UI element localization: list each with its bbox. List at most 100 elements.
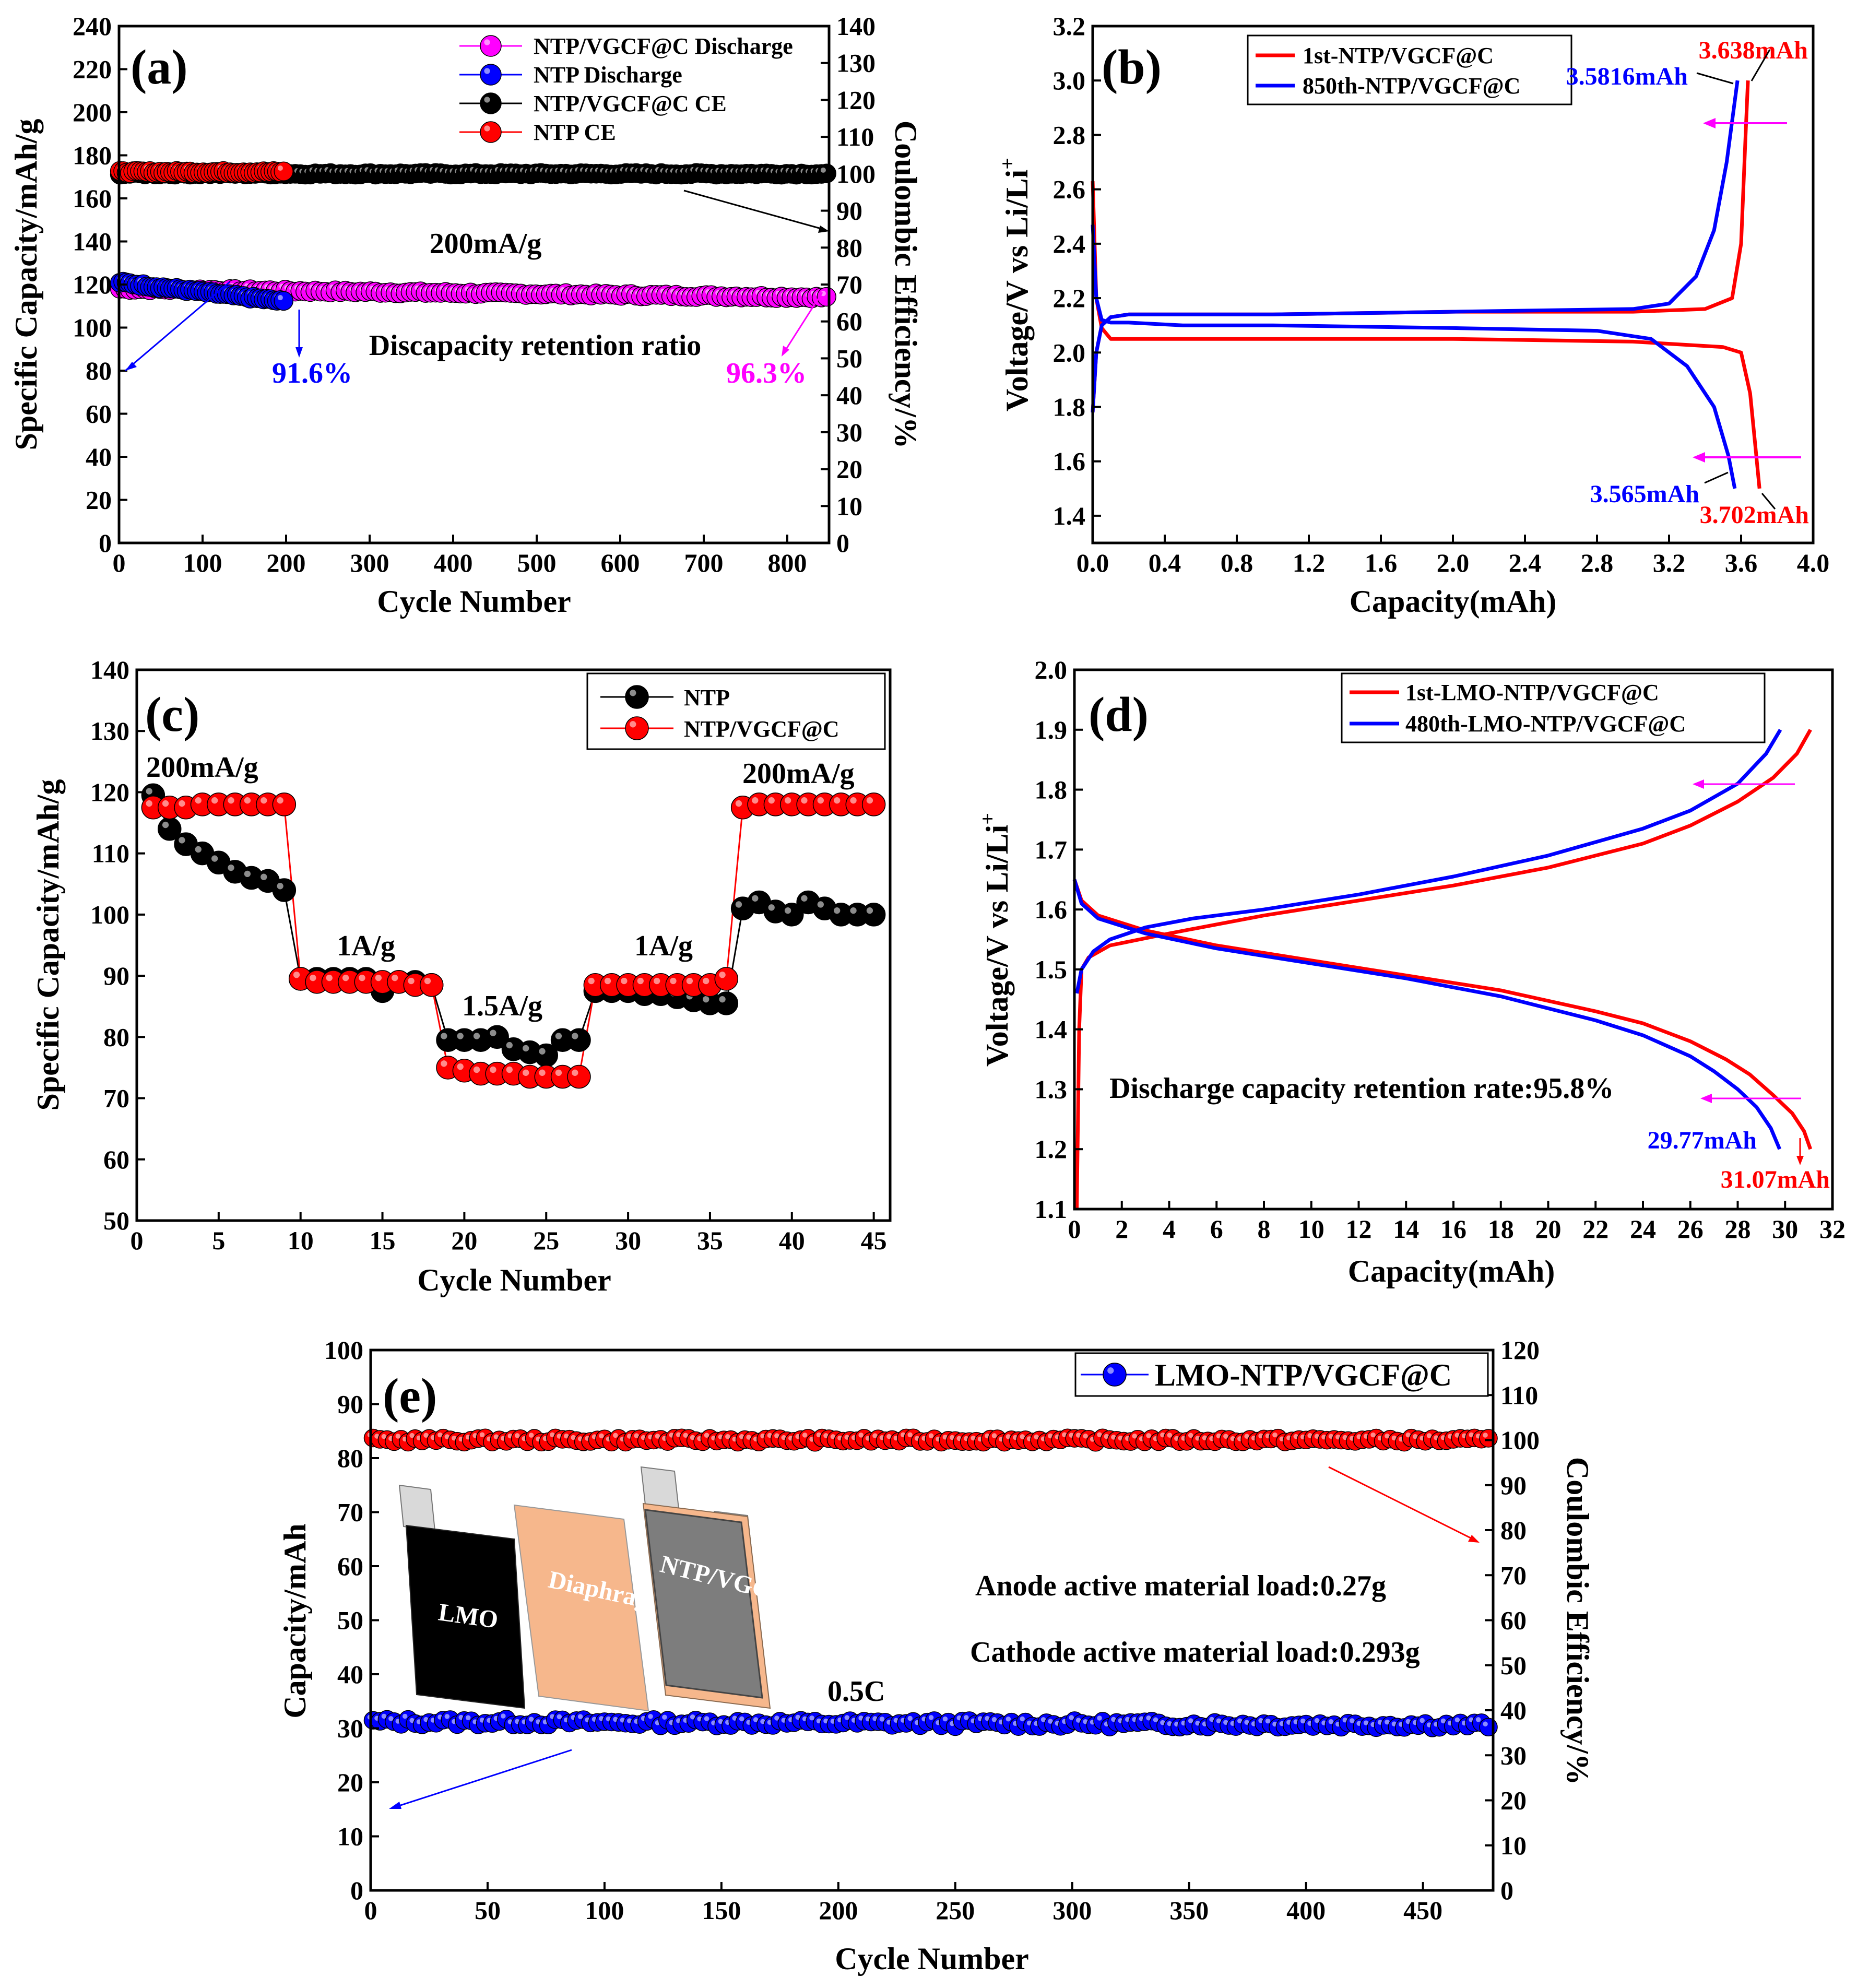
d-legend-label: 480th-LMO-NTP/VGCF@C <box>1405 711 1686 737</box>
a-arrows <box>125 190 829 372</box>
x-tick-label: 0.4 <box>1149 548 1181 577</box>
y-tick-label: 140 <box>90 655 129 684</box>
d-line-1st-discharge <box>1072 879 1813 1150</box>
e-arrows <box>389 1466 1480 1809</box>
y-tick-label: 140 <box>73 227 112 256</box>
d-panel-label: (d) <box>1089 688 1149 742</box>
y2-tick-label: 40 <box>1500 1696 1527 1725</box>
x-tick-label: 2.0 <box>1437 548 1470 577</box>
a-axes: 0 100 200 300 400 500 600 700 800020406080100120… <box>73 11 876 577</box>
a-legend: NTP/VGCF@C Discharge NTP Discharge NTP/VGC… <box>459 33 793 145</box>
y2-tick-label: 20 <box>1500 1786 1527 1815</box>
y-tick-label: 120 <box>90 777 129 807</box>
c-point-ntp-vgcf-c <box>714 967 739 991</box>
y2-tick-label: 130 <box>836 49 876 78</box>
e-y-axis-label: Capacity/mAh <box>278 1523 312 1718</box>
y2-tick-label: 30 <box>1500 1741 1527 1770</box>
e-inset-illustration: LMO Diaphragm NTP/VGCF@C <box>398 1466 829 1712</box>
y-tick-label: 80 <box>103 1022 129 1051</box>
x-tick-label: 28 <box>1725 1214 1751 1244</box>
e-panel-label: (e) <box>383 1369 437 1423</box>
y-tick-label: 90 <box>337 1390 363 1419</box>
b-y-axis-label: Voltage/V vs Li/Li+ <box>996 158 1034 411</box>
y-tick-label: 3.0 <box>1053 66 1086 95</box>
x-tick-label: 14 <box>1393 1214 1419 1244</box>
y-tick-label: 1.4 <box>1053 501 1086 530</box>
d-y-axis-label-group: Voltage/V vs Li/Li+ <box>976 813 1014 1067</box>
x-tick-label: 0.0 <box>1077 548 1109 577</box>
x-tick-label: 250 <box>936 1896 975 1925</box>
y2-tick-label: 60 <box>836 307 862 336</box>
y2-tick-label: 0 <box>836 528 849 558</box>
lmo-tab <box>398 1484 436 1532</box>
b-y-axis-label-group: Voltage/V vs Li/Li+ <box>996 158 1034 411</box>
a-y-axis-label: Specific Capacity/mAh/g <box>9 119 43 451</box>
y-tick-label: 80 <box>86 356 112 385</box>
x-tick-label: 20 <box>451 1226 477 1255</box>
b-line-850th-discharge <box>1091 224 1737 489</box>
c-legend-label: NTP <box>684 685 730 711</box>
y-tick-label: 60 <box>86 399 112 429</box>
y-tick-label: 60 <box>337 1552 363 1581</box>
c-rate-5: 200mA/g <box>742 758 855 790</box>
c-point-ntp <box>567 1028 591 1052</box>
y2-tick-label: 60 <box>1500 1606 1527 1635</box>
c-axes: 0 5 10 15 20 25 30 35 40 45 50 60 70 80 90 100 110 120 130… <box>90 655 887 1255</box>
y-tick-label: 20 <box>337 1768 363 1797</box>
x-tick-label: 0.8 <box>1221 548 1253 577</box>
y2-tick-label: 90 <box>1500 1471 1527 1500</box>
x-tick-label: 4 <box>1163 1214 1176 1244</box>
a-legend-marker <box>480 35 502 57</box>
y-tick-label: 2.0 <box>1035 655 1068 684</box>
c-legend: NTP NTP/VGCF@C <box>586 672 886 750</box>
e-rate-label: 0.5C <box>827 1675 885 1708</box>
y2-tick-label: 80 <box>836 233 862 262</box>
x-tick-label: 200 <box>819 1896 858 1925</box>
x-tick-label: 300 <box>350 548 389 577</box>
b-legend: 1st-NTP/VGCF@C 850th-NTP/VGCF@C <box>1247 34 1572 105</box>
b-line-850th-charge <box>1091 80 1740 413</box>
x-tick-label: 20 <box>1535 1214 1562 1244</box>
e-y2-axis-label: Coulombic Efficiency/% <box>1560 1457 1595 1785</box>
chart-panel-c: 0 5 10 15 20 25 30 35 40 45 50 60 70 80 90 100 110 120 130… <box>31 655 892 1297</box>
e-point-capacity <box>1479 1718 1498 1737</box>
c-point-ntp-vgcf-c <box>272 792 297 816</box>
y-tick-label: 40 <box>337 1660 363 1689</box>
y-tick-label: 1.9 <box>1035 715 1068 744</box>
x-tick-label: 25 <box>533 1226 559 1255</box>
x-tick-label: 22 <box>1582 1214 1608 1244</box>
x-tick-label: 400 <box>1286 1896 1326 1925</box>
d-retention-label: Discharge capacity retention rate:95.8% <box>1109 1072 1614 1105</box>
y-tick-label: 220 <box>73 55 112 84</box>
a-point-ntp-discharge <box>274 291 293 311</box>
y2-tick-label: 20 <box>836 455 862 484</box>
y-tick-label: 1.8 <box>1035 775 1068 804</box>
y-tick-label: 2.6 <box>1053 175 1086 204</box>
b-line-1st-charge <box>1091 80 1750 413</box>
e-anode-label: Anode active material load:0.27g <box>975 1570 1386 1602</box>
c-rate-2: 1A/g <box>337 930 395 962</box>
e-legend-marker <box>1103 1363 1127 1387</box>
c-point-ntp-vgcf-c <box>861 792 886 816</box>
c-point-ntp-vgcf-c <box>567 1064 591 1089</box>
x-tick-label: 0 <box>131 1226 144 1255</box>
y2-tick-label: 140 <box>836 11 876 41</box>
a-y2-axis-label: Coulombic Efficiency/% <box>889 121 923 448</box>
b-arrows <box>1693 49 1801 510</box>
y-tick-label: 1.6 <box>1053 447 1086 476</box>
y-tick-label: 110 <box>92 839 129 868</box>
y-tick-label: 2.4 <box>1053 229 1086 258</box>
ntp-sheet <box>644 1509 763 1699</box>
x-tick-label: 35 <box>697 1226 723 1255</box>
y-tick-label: 100 <box>73 313 112 342</box>
x-tick-label: 2 <box>1115 1214 1128 1244</box>
y2-tick-label: 70 <box>836 270 862 299</box>
y2-tick-label: 10 <box>836 491 862 520</box>
y-tick-label: 70 <box>337 1498 363 1527</box>
y-tick-label: 2.8 <box>1053 120 1086 149</box>
x-tick-label: 1.2 <box>1293 548 1326 577</box>
x-tick-label: 0 <box>1068 1214 1081 1244</box>
c-legend-marker <box>625 716 649 740</box>
e-legend: LMO-NTP/VGCF@C <box>1074 1352 1489 1397</box>
e-cathode-label: Cathode active material load:0.293g <box>970 1636 1420 1668</box>
